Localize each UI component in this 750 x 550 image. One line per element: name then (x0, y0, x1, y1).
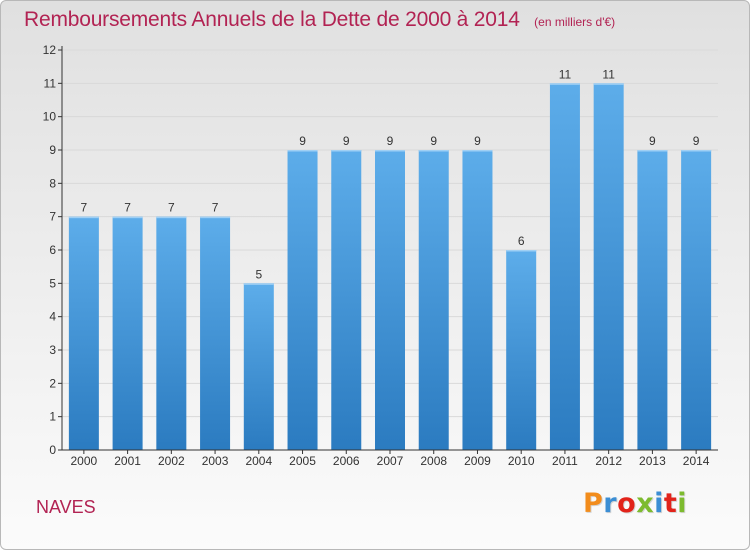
bar-top-2011 (549, 83, 580, 85)
bar-top-2000 (68, 216, 99, 219)
data-label-2009: 9 (474, 134, 481, 148)
data-label-2014: 9 (693, 134, 700, 148)
y-tick-label: 4 (49, 310, 56, 324)
bar-2013 (637, 150, 668, 450)
y-tick-label: 11 (44, 76, 57, 90)
y-tick-label: 1 (49, 410, 56, 424)
proxiti-logo[interactable]: Proxiti (583, 488, 687, 519)
chart-title: Remboursements Annuels de la Dette de 20… (24, 8, 520, 31)
data-label-2010: 6 (518, 234, 525, 248)
data-label-2008: 9 (430, 134, 437, 148)
data-label-2005: 9 (299, 134, 306, 148)
x-tick-label-2014: 2014 (683, 454, 710, 468)
bar-2002 (156, 216, 187, 450)
y-tick-label: 5 (49, 276, 56, 290)
x-tick-label-2004: 2004 (245, 454, 272, 468)
bar-2008 (418, 150, 449, 450)
x-tick-label-2010: 2010 (508, 454, 535, 468)
chart-subtitle: (en milliers d'€) (534, 15, 616, 29)
data-label-2007: 9 (387, 134, 394, 148)
y-tick-label: 3 (49, 343, 56, 357)
bar-top-2003 (200, 216, 231, 219)
bar-2003 (200, 216, 231, 450)
y-tick-label: 2 (49, 376, 56, 390)
bar-2000 (68, 216, 99, 450)
y-tick-label: 10 (43, 110, 57, 124)
x-tick-label-2007: 2007 (377, 454, 404, 468)
x-tick-label-2009: 2009 (464, 454, 491, 468)
bar-2012 (593, 83, 624, 450)
x-tick-labels: 2000 2001 2002 2003 2004 2005 2006 2007 2008 2009… (71, 454, 710, 468)
bar-2014 (681, 150, 712, 450)
x-tick-label-2012: 2012 (595, 454, 622, 468)
bar-top-2004 (243, 283, 274, 285)
x-tick-label-2000: 2000 (71, 454, 98, 468)
bar-2006 (331, 150, 362, 450)
data-label-2006: 9 (343, 134, 350, 148)
logo-letter: i (654, 488, 664, 519)
bar-top-2005 (287, 150, 318, 152)
bars (68, 83, 712, 450)
bar-2010 (506, 250, 537, 450)
data-label-2002: 7 (168, 201, 175, 215)
data-label-2000: 7 (81, 201, 88, 215)
data-label-2013: 9 (649, 134, 656, 148)
logo-letter: i (677, 488, 688, 519)
bar-2009 (462, 150, 493, 450)
y-tick-label: 6 (49, 243, 56, 257)
logo-letter: o (617, 488, 637, 519)
title-line: Remboursements Annuels de la Dette de 20… (24, 8, 615, 32)
x-tick-label-2013: 2013 (639, 454, 666, 468)
bar-2005 (287, 150, 318, 450)
bar-top-2007 (375, 150, 405, 152)
y-tick-label: 8 (49, 176, 56, 190)
data-label-2001: 7 (124, 201, 131, 215)
x-tick-label-2011: 2011 (552, 454, 578, 468)
bar-top-2013 (637, 150, 668, 152)
y-tick-label: 9 (49, 143, 56, 157)
bar-top-2010 (506, 250, 537, 252)
bar-2007 (375, 150, 405, 450)
logo-letter: P (583, 488, 604, 519)
bar-top-2006 (331, 150, 362, 152)
data-label-2012: 11 (602, 67, 615, 81)
axes (58, 46, 718, 454)
x-tick-label-2003: 2003 (202, 454, 229, 468)
x-tick-label-2006: 2006 (333, 454, 360, 468)
y-tick-label: 0 (49, 443, 56, 457)
data-label-2003: 7 (212, 201, 219, 215)
bar-top-2012 (593, 83, 624, 85)
data-label-2011: 11 (559, 67, 572, 81)
bar-top-2002 (156, 216, 187, 219)
y-tick-label: 7 (49, 210, 56, 224)
data-labels: 7 7 7 7 5 9 9 9 9 9 6 11 11 9 9 (81, 67, 700, 281)
bar-2001 (112, 216, 143, 450)
x-tick-label-2001: 2001 (114, 454, 141, 468)
logo-letter: r (603, 488, 618, 519)
bar-top-2008 (418, 150, 449, 152)
bar-top-2014 (681, 150, 712, 152)
commune-name: NAVES (36, 497, 96, 517)
logo-letter: t (663, 488, 678, 519)
bar-top-2009 (462, 150, 493, 152)
x-tick-label-2005: 2005 (289, 454, 316, 468)
logo-letter: x (636, 488, 655, 519)
bar-2004 (243, 283, 274, 450)
bar-top-2001 (112, 216, 143, 219)
bar-2011 (549, 83, 580, 450)
x-tick-label-2008: 2008 (420, 454, 447, 468)
y-tick-label: 12 (43, 43, 57, 57)
data-label-2004: 5 (255, 267, 262, 281)
x-tick-label-2002: 2002 (158, 454, 185, 468)
